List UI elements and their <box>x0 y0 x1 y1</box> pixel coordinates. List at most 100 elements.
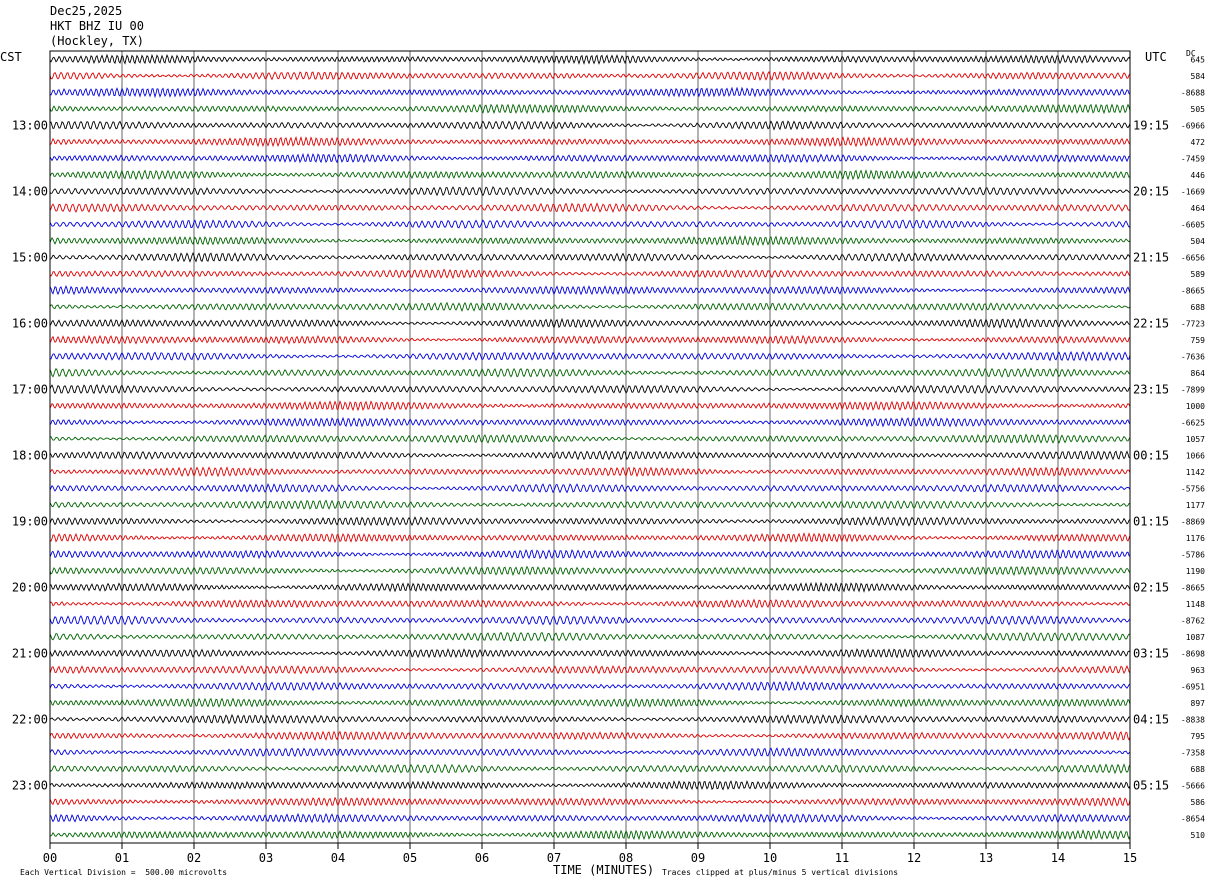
dc-offset-label: 472 <box>1191 138 1206 147</box>
left-hour-labels: 13:00 14:00 15:00 16:00 17:00 18:00 19:00 20:00… <box>12 118 48 792</box>
left-timezone-label: CST <box>0 50 22 64</box>
seismic-trace <box>49 581 1131 593</box>
dc-offset-label: 584 <box>1191 72 1206 81</box>
seismic-trace <box>49 515 1131 527</box>
dc-offset-label: 464 <box>1191 204 1206 213</box>
seismic-trace <box>49 86 1131 99</box>
seismic-trace <box>49 186 1131 197</box>
seismic-trace <box>49 713 1131 725</box>
x-axis-ticks <box>49 843 1131 849</box>
utc-hour-label: 23:15 <box>1133 382 1169 396</box>
right-timezone-label: UTC <box>1145 50 1167 64</box>
dc-offset-label: 1177 <box>1186 501 1205 510</box>
cst-hour-label: 17:00 <box>12 382 48 396</box>
plot-frame <box>49 50 1131 844</box>
seismic-trace <box>49 136 1131 148</box>
x-tick-label: 07 <box>547 851 561 865</box>
cst-hour-label: 14:00 <box>12 184 48 198</box>
seismic-trace <box>49 433 1131 444</box>
cst-hour-label: 16:00 <box>12 316 48 330</box>
x-tick-label: 05 <box>403 851 417 865</box>
plot-date: Dec25,2025 <box>50 4 123 18</box>
vertical-division-note: Each Vertical Division = 500.00 microvol… <box>20 868 228 877</box>
utc-hour-label: 03:15 <box>1133 646 1169 660</box>
dc-offset-label: -7358 <box>1181 748 1205 757</box>
utc-hour-label: 01:15 <box>1133 514 1169 528</box>
dc-offset-label: -7636 <box>1181 352 1205 361</box>
dc-offset-label: -7899 <box>1181 385 1205 394</box>
seismic-trace <box>49 53 1131 65</box>
x-tick-label: 11 <box>835 851 849 865</box>
seismic-trace <box>49 450 1131 461</box>
seismic-trace <box>49 549 1131 560</box>
dc-offset-label: 688 <box>1191 303 1206 312</box>
dc-offset-label: -8762 <box>1181 616 1205 625</box>
dc-offset-label: -8869 <box>1181 517 1205 526</box>
seismic-trace <box>49 317 1131 329</box>
seismic-trace <box>49 780 1131 791</box>
seismic-trace <box>49 384 1131 395</box>
seismic-trace <box>49 466 1131 478</box>
dc-offset-label: -8838 <box>1181 715 1205 724</box>
seismic-trace <box>49 648 1131 659</box>
dc-offset-label: 510 <box>1191 831 1206 840</box>
seismic-trace <box>49 812 1131 824</box>
utc-hour-label: 05:15 <box>1133 778 1169 792</box>
seismic-trace <box>49 202 1131 213</box>
seismic-trace <box>49 219 1131 230</box>
x-tick-label: 01 <box>115 851 129 865</box>
dc-offset-labels: 645 584 -8688 505 -6966 472 -7459 446 -1669 464 -6… <box>1181 55 1205 840</box>
station-id: HKT BHZ IU 00 <box>50 19 144 33</box>
x-axis-label: TIME (MINUTES) <box>553 863 655 877</box>
seismic-trace <box>49 763 1131 775</box>
seismic-trace <box>49 565 1131 577</box>
seismic-trace <box>49 400 1131 412</box>
dc-offset-label: 1176 <box>1186 534 1205 543</box>
dc-offset-header: DC <box>1186 49 1196 58</box>
dc-offset-label: -8698 <box>1181 649 1205 658</box>
utc-hour-label: 21:15 <box>1133 250 1169 264</box>
dc-offset-label: 1087 <box>1186 633 1205 642</box>
x-tick-label: 06 <box>475 851 489 865</box>
utc-hour-label: 00:15 <box>1133 448 1169 462</box>
seismic-trace <box>49 730 1131 741</box>
seismic-trace <box>49 631 1131 642</box>
dc-offset-label: -8665 <box>1181 583 1205 592</box>
seismic-trace <box>49 829 1131 841</box>
dc-offset-label: 795 <box>1191 732 1206 741</box>
utc-hour-label: 20:15 <box>1133 184 1169 198</box>
seismic-trace <box>49 796 1131 808</box>
seismic-trace <box>49 483 1131 494</box>
dc-offset-label: 864 <box>1191 369 1206 378</box>
utc-hour-label: 04:15 <box>1133 712 1169 726</box>
cst-hour-label: 19:00 <box>12 514 48 528</box>
dc-offset-label: -8654 <box>1181 814 1205 823</box>
cst-hour-label: 23:00 <box>12 778 48 792</box>
dc-offset-label: -6656 <box>1181 253 1205 262</box>
seismic-trace <box>49 680 1131 692</box>
dc-offset-label: -8688 <box>1181 88 1205 97</box>
utc-hour-label: 19:15 <box>1133 118 1169 132</box>
dc-offset-label: 1066 <box>1186 451 1205 460</box>
seismic-trace <box>49 747 1131 758</box>
x-tick-label: 03 <box>259 851 273 865</box>
seismic-trace <box>49 416 1131 428</box>
dc-offset-label: -7723 <box>1181 319 1205 328</box>
x-axis-tick-labels: 00 01 02 03 04 05 06 07 08 09 10 11 12 13 14 15 <box>43 851 1137 865</box>
dc-offset-label: 504 <box>1191 237 1206 246</box>
x-tick-label: 12 <box>907 851 921 865</box>
seismic-trace <box>49 169 1131 181</box>
seismic-trace <box>49 285 1131 296</box>
seismic-trace <box>49 334 1131 345</box>
dc-offset-label: -6951 <box>1181 682 1205 691</box>
seismic-trace <box>49 70 1131 82</box>
x-tick-label: 15 <box>1123 851 1137 865</box>
seismic-trace <box>49 350 1131 362</box>
dc-offset-label: -5786 <box>1181 550 1205 559</box>
seismic-trace <box>49 665 1131 675</box>
cst-hour-label: 22:00 <box>12 712 48 726</box>
x-tick-label: 08 <box>619 851 633 865</box>
minute-gridlines <box>121 51 1059 843</box>
seismic-trace <box>49 532 1131 544</box>
